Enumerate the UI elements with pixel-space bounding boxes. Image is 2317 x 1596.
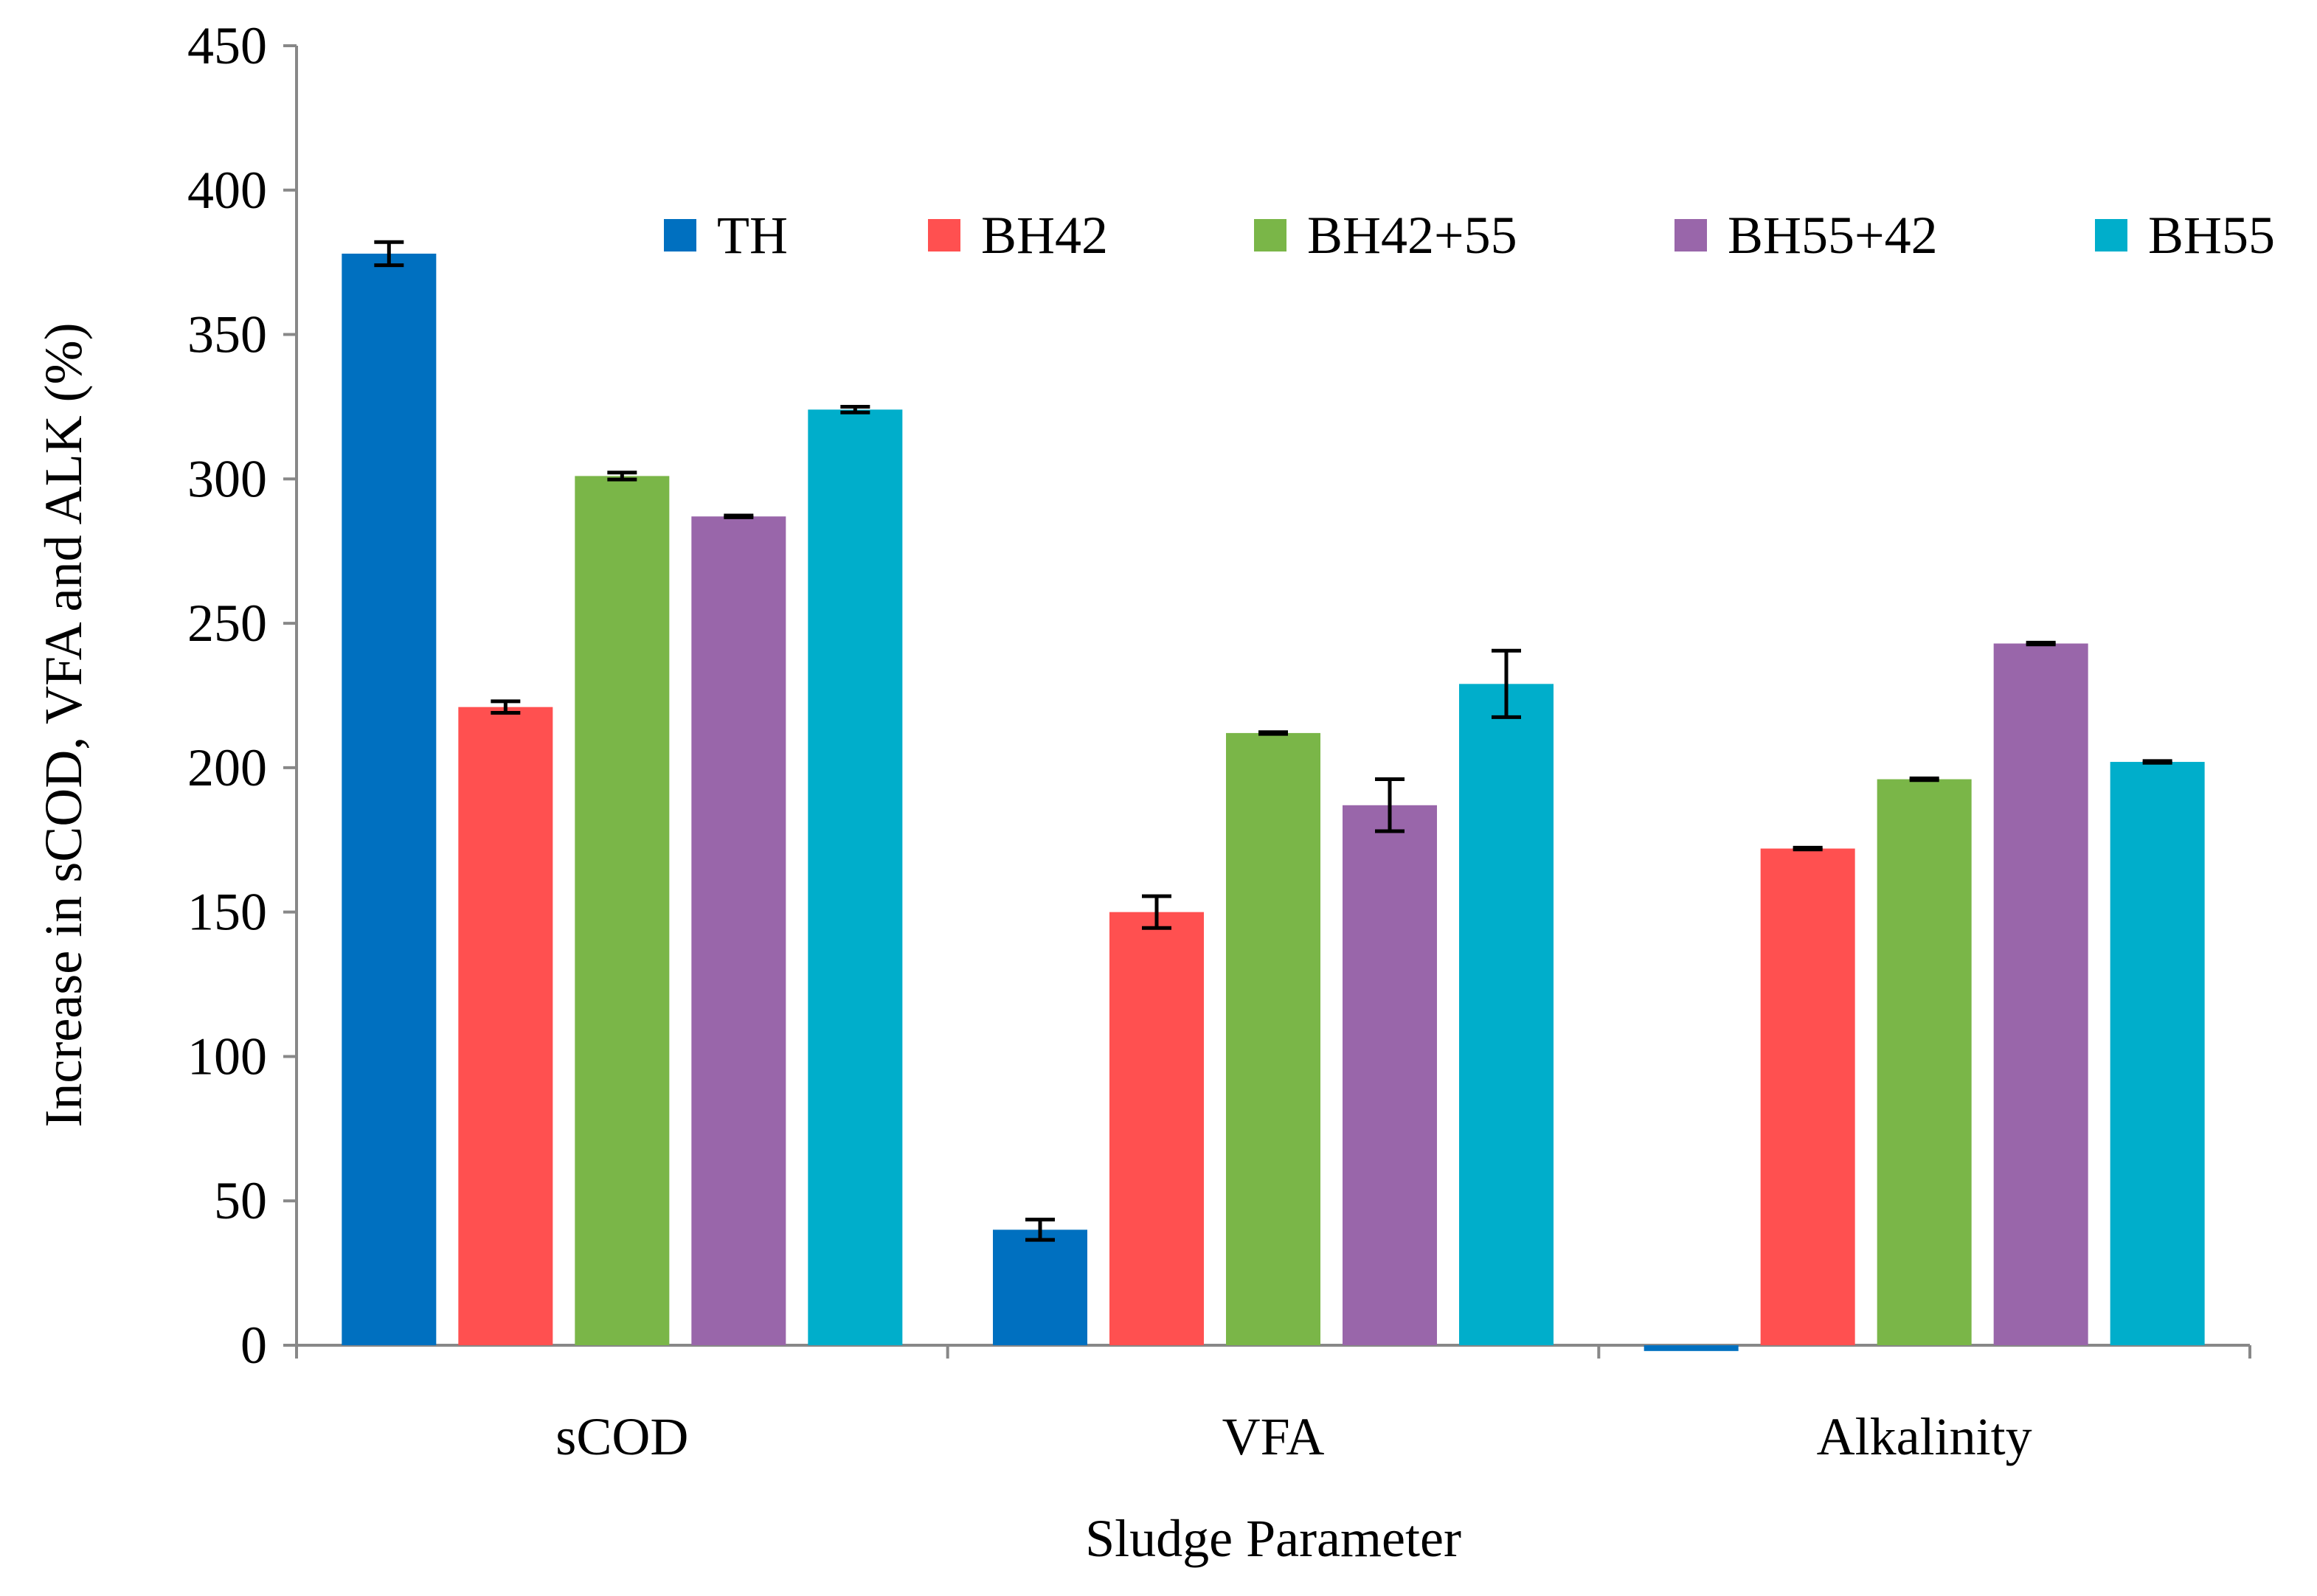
error-bar	[2026, 640, 2056, 647]
legend-item: BH55	[2095, 206, 2275, 265]
legend-item: BH42+55	[1254, 206, 1517, 265]
y-tick-label: 150	[187, 883, 267, 942]
x-axis-title: Sludge Parameter	[1085, 1509, 1461, 1568]
error-bar	[840, 404, 870, 414]
bar-bh55-plus-42-vfa	[1343, 805, 1437, 1345]
error-bar	[491, 699, 521, 715]
bar-th-alkalinity	[1644, 1345, 1739, 1351]
error-bar	[1793, 845, 1823, 852]
legend-item: BH55+42	[1674, 206, 1938, 265]
bar-bh55-plus-42-scod	[691, 516, 786, 1345]
error-bar	[1492, 648, 1521, 719]
legend-item: BH42	[928, 206, 1108, 265]
legend: TH BH42 BH42+55 BH55+42 BH55	[664, 206, 2275, 265]
y-axis: 0 50 100 150 200 250 300 350 400 450	[187, 16, 298, 1375]
bar-bh42-vfa	[1109, 912, 1204, 1345]
legend-label: TH	[717, 206, 788, 265]
bars	[342, 253, 2205, 1351]
x-category-label: sCOD	[555, 1407, 688, 1466]
x-category-label: VFA	[1222, 1407, 1325, 1466]
bar-bh55-plus-42-alkalinity	[1993, 643, 2088, 1345]
bar-th-scod	[342, 253, 437, 1345]
legend-item: TH	[664, 206, 788, 265]
error-bar	[1142, 894, 1171, 930]
y-tick-label: 300	[187, 449, 267, 508]
error-bar	[607, 471, 637, 482]
bar-bh42-plus-55-scod	[575, 476, 670, 1346]
bar-bh55-scod	[808, 409, 903, 1345]
error-bar	[374, 240, 404, 268]
x-axis: sCOD VFA Alkalinity	[295, 1344, 2251, 1466]
y-tick-label: 100	[187, 1027, 267, 1086]
y-tick-label: 350	[187, 305, 267, 364]
error-bar	[1025, 1218, 1055, 1242]
y-tick-label: 50	[214, 1171, 267, 1230]
error-bar	[724, 513, 754, 519]
y-tick-label: 250	[187, 594, 267, 653]
bar-bh42-plus-55-alkalinity	[1877, 779, 1972, 1345]
bar-bh42-plus-55-vfa	[1226, 732, 1320, 1345]
error-bars	[374, 240, 2172, 1242]
y-tick-label: 400	[187, 161, 267, 220]
error-bar	[1909, 776, 1939, 783]
y-tick-label: 0	[240, 1316, 267, 1375]
bar-bh42-alkalinity	[1760, 848, 1855, 1345]
bar-bh55-vfa	[1459, 684, 1554, 1345]
legend-swatch	[2095, 219, 2127, 251]
legend-label: BH42+55	[1307, 206, 1517, 265]
y-tick-label: 200	[187, 738, 267, 797]
bar-bh42-scod	[458, 707, 553, 1345]
legend-swatch	[664, 219, 696, 251]
legend-swatch	[1254, 219, 1286, 251]
error-bar	[1258, 730, 1288, 736]
bar-th-vfa	[993, 1229, 1087, 1345]
y-axis-title: Increase in sCOD, VFA and ALK (%)	[34, 322, 93, 1127]
legend-label: BH55+42	[1728, 206, 1938, 265]
y-tick-label: 450	[187, 16, 267, 75]
bar-bh55-alkalinity	[2110, 762, 2205, 1345]
error-bar	[1375, 777, 1405, 833]
legend-swatch	[1674, 219, 1707, 251]
legend-label: BH55	[2148, 206, 2275, 265]
legend-label: BH42	[981, 206, 1108, 265]
x-category-label: Alkalinity	[1817, 1407, 2032, 1466]
error-bar	[2142, 759, 2172, 765]
legend-swatch	[928, 219, 960, 251]
